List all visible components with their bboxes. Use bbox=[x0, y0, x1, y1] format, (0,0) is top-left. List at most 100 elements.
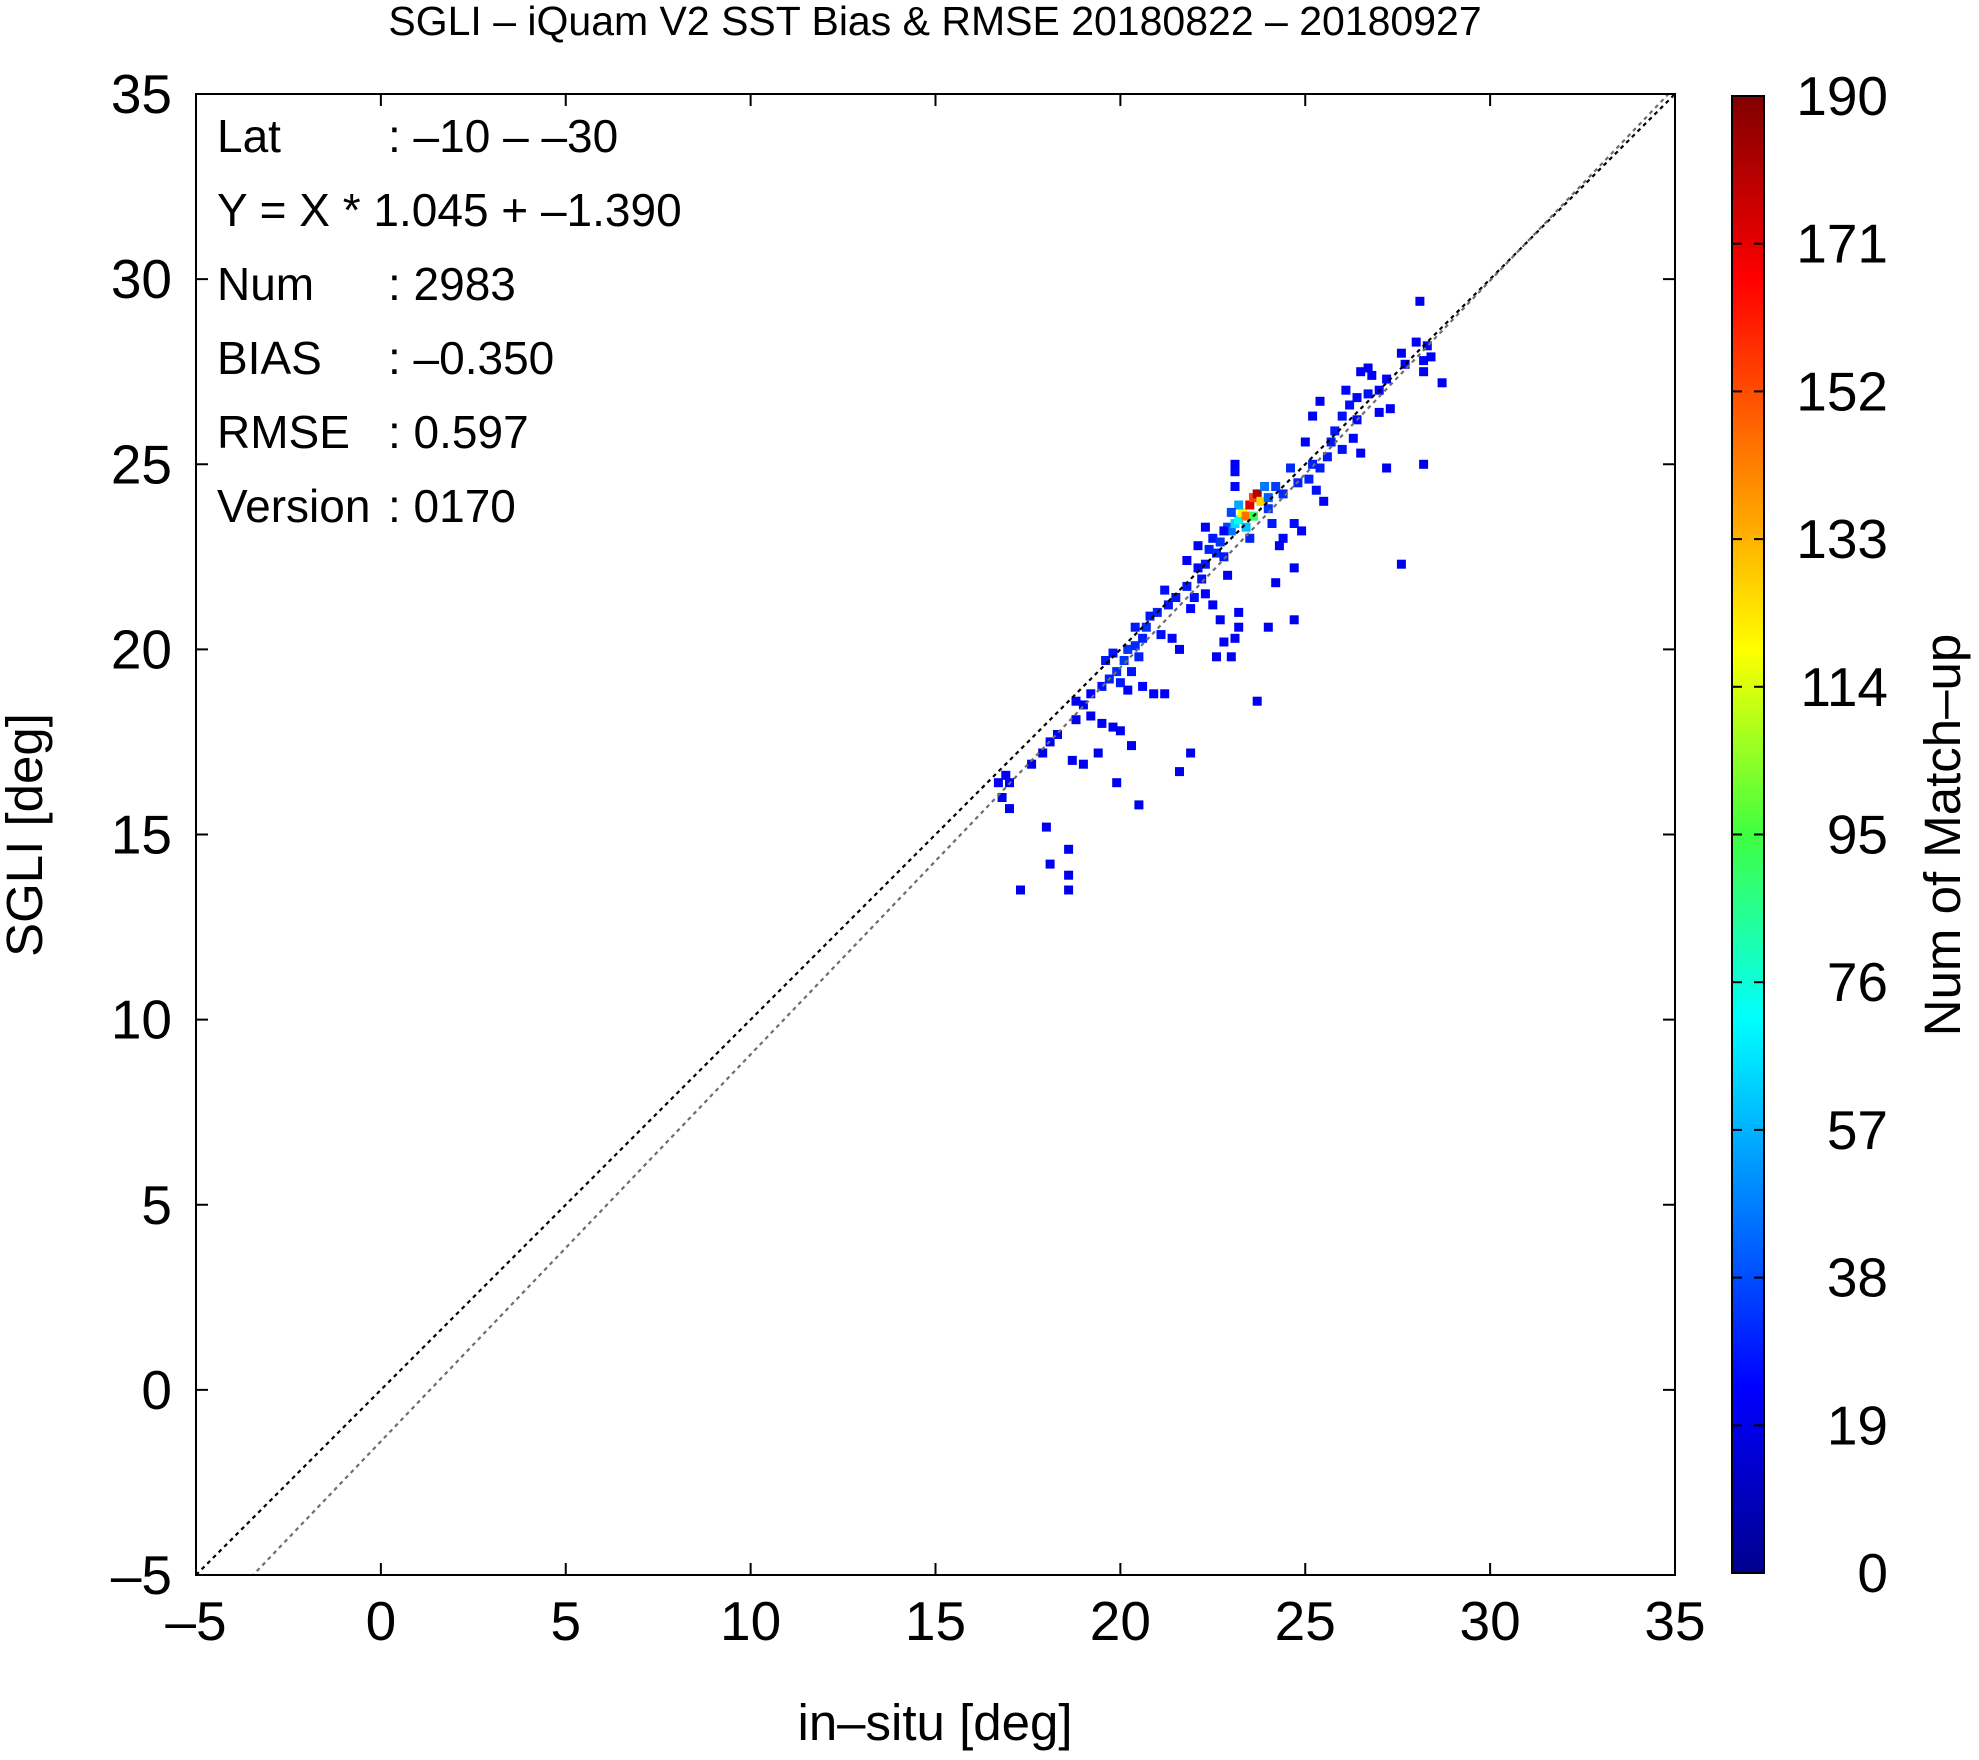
heatmap-cell bbox=[1278, 533, 1288, 543]
heatmap-cell bbox=[1367, 370, 1377, 380]
heatmap-cell bbox=[1230, 467, 1240, 477]
colorbar-tick-label: 133 bbox=[1796, 508, 1888, 570]
heatmap-cell bbox=[1352, 393, 1362, 403]
chart-title: SGLI – iQuam V2 SST Bias & RMSE 20180822… bbox=[388, 0, 1481, 44]
heatmap-cell bbox=[1234, 515, 1244, 525]
heatmap-cell bbox=[1064, 870, 1074, 880]
y-tick-label: 15 bbox=[111, 804, 172, 866]
heatmap-cell bbox=[1263, 493, 1273, 503]
heatmap-cell bbox=[1419, 356, 1429, 366]
heatmap-cell bbox=[1400, 359, 1410, 369]
heatmap-cell bbox=[1382, 374, 1392, 384]
stat-value: : –10 – –30 bbox=[388, 110, 618, 162]
heatmap-cell bbox=[1274, 541, 1284, 551]
heatmap-cell bbox=[1437, 378, 1447, 388]
heatmap-cell bbox=[1297, 526, 1307, 536]
colorbar-tick-label: 0 bbox=[1857, 1542, 1888, 1604]
heatmap-cell bbox=[1289, 519, 1299, 528]
heatmap-cell bbox=[1212, 652, 1221, 662]
heatmap-cell bbox=[1171, 593, 1181, 602]
colorbar-ticks: 0 19 38 57 76 95 114 133 152 171 190 bbox=[1732, 65, 1888, 1604]
heatmap-cell bbox=[1078, 700, 1088, 710]
heatmap-cell bbox=[1193, 541, 1203, 551]
heatmap-cell bbox=[1001, 770, 1011, 780]
stat-value: : 2983 bbox=[388, 258, 516, 310]
heatmap-cell bbox=[1045, 859, 1055, 869]
y-tick-label: 0 bbox=[141, 1359, 172, 1421]
heatmap-cell bbox=[1385, 404, 1395, 414]
heatmap-cell bbox=[1149, 689, 1159, 699]
heatmap-cell bbox=[1419, 367, 1429, 377]
y-axis-ticks: –5 0 5 10 15 20 25 30 35 bbox=[111, 63, 1675, 1606]
heatmap-cell bbox=[1226, 507, 1236, 517]
one-to-one-line bbox=[196, 94, 1675, 1575]
stat-key: Lat bbox=[217, 110, 281, 162]
heatmap-cell bbox=[1230, 633, 1240, 643]
heatmap-cell bbox=[1278, 489, 1288, 499]
heatmap-cell bbox=[997, 793, 1007, 802]
heatmap-cell bbox=[1311, 485, 1321, 495]
heatmap-cell bbox=[1315, 463, 1325, 473]
y-axis-label: SGLI [deg] bbox=[0, 713, 53, 957]
heatmap-cell bbox=[1130, 641, 1140, 651]
heatmap-cell bbox=[1127, 741, 1136, 751]
reference-lines bbox=[196, 94, 1675, 1575]
heatmap-cell bbox=[1138, 633, 1148, 643]
heatmap-cell bbox=[1130, 622, 1140, 632]
heatmap-cell bbox=[1123, 644, 1133, 654]
heatmap-cell bbox=[1134, 800, 1144, 810]
x-tick-label: 5 bbox=[550, 1590, 581, 1652]
heatmap-cell bbox=[1182, 581, 1192, 591]
heatmap-cell bbox=[1374, 407, 1384, 417]
heatmap-cell bbox=[1234, 500, 1244, 510]
heatmap-cell bbox=[1197, 574, 1207, 584]
heatmap-cell bbox=[1411, 337, 1421, 347]
heatmap-cell bbox=[1005, 804, 1014, 814]
heatmap-cell bbox=[1330, 426, 1340, 436]
heatmap-cell bbox=[1138, 681, 1148, 691]
heatmap-cell bbox=[1315, 396, 1325, 406]
heatmap-cell bbox=[1086, 711, 1096, 721]
heatmap-cell bbox=[1186, 604, 1196, 614]
heatmap-cell bbox=[1419, 459, 1429, 469]
x-axis-ticks: –5 0 5 10 15 20 25 30 35 bbox=[165, 94, 1706, 1652]
heatmap-cell bbox=[1160, 689, 1170, 699]
heatmap-cell bbox=[1182, 556, 1192, 565]
y-tick-label: 10 bbox=[111, 989, 172, 1051]
heatmap-cell bbox=[1208, 600, 1218, 610]
colorbar-tick-label: 171 bbox=[1796, 213, 1888, 275]
y-tick-label: 35 bbox=[111, 63, 172, 125]
heatmap-cell bbox=[1175, 767, 1184, 777]
heatmap-cell bbox=[1289, 563, 1299, 573]
heatmap-cell bbox=[1219, 637, 1229, 647]
heatmap-cell bbox=[1286, 463, 1295, 473]
colorbar-tick-label: 114 bbox=[1800, 656, 1888, 718]
heatmap-cell bbox=[1415, 296, 1425, 306]
stat-key: RMSE bbox=[217, 406, 350, 458]
heatmap-cell bbox=[993, 778, 1003, 788]
heatmap-cell bbox=[1112, 778, 1122, 788]
heatmap-cell bbox=[1289, 615, 1299, 625]
heatmap-cell bbox=[1038, 748, 1048, 758]
heatmap-cell bbox=[1234, 622, 1244, 632]
heatmap-cell bbox=[1163, 600, 1173, 610]
x-tick-label: 25 bbox=[1275, 1590, 1336, 1652]
heatmap-cell bbox=[1145, 611, 1155, 621]
x-tick-label: 0 bbox=[366, 1590, 397, 1652]
heatmap-cell bbox=[1123, 685, 1133, 695]
x-tick-label: –5 bbox=[165, 1590, 226, 1652]
heatmap-cell bbox=[1252, 489, 1262, 499]
heatmap-cell bbox=[1241, 522, 1251, 532]
heatmap-cell bbox=[1226, 652, 1236, 662]
colorbar-label: Num of Match–up bbox=[1914, 634, 1971, 1037]
heatmap-cell bbox=[1252, 696, 1262, 706]
heatmap-cell bbox=[1204, 544, 1214, 554]
heatmap-cell bbox=[1396, 559, 1406, 569]
heatmap-cell bbox=[1363, 389, 1373, 399]
heatmap-cell bbox=[1200, 559, 1210, 569]
heatmap-cell bbox=[1256, 496, 1266, 506]
colorbar-tick-label: 19 bbox=[1827, 1394, 1888, 1456]
x-tick-label: 20 bbox=[1090, 1590, 1151, 1652]
heatmap-cell bbox=[1308, 411, 1318, 421]
